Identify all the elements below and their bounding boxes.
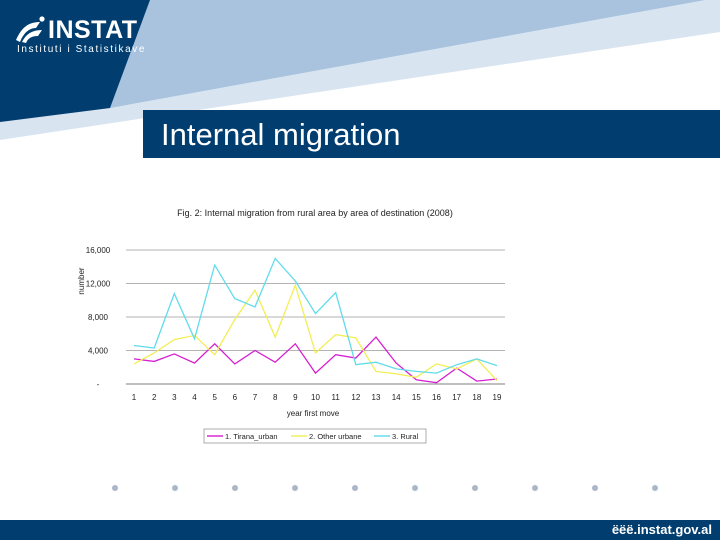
x-tick-label: 5 — [212, 393, 217, 402]
legend-label: 1. Tirana_urban — [225, 432, 278, 441]
series-line-1 — [133, 336, 498, 384]
x-tick-label: 11 — [332, 393, 341, 402]
chart-legend: 1. Tirana_urban 2. Other urbane 3. Rural — [203, 428, 427, 444]
x-tick-label: 17 — [452, 393, 461, 402]
instat-logo: INSTAT Instituti i Statistikave — [14, 16, 144, 58]
chart-title: Fig. 2: Internal migration from rural ar… — [177, 208, 453, 218]
x-tick-label: 10 — [311, 393, 320, 402]
y-tick-label: 8,000 — [88, 313, 109, 322]
x-tick-label: 16 — [432, 393, 441, 402]
decor-dot — [352, 485, 358, 491]
x-tick-label: 1 — [132, 393, 137, 402]
x-tick-label: 19 — [493, 393, 502, 402]
x-tick-label: 12 — [351, 393, 360, 402]
decor-dot — [592, 485, 598, 491]
decor-dot — [472, 485, 478, 491]
y-tick-label: 16,000 — [86, 246, 111, 255]
decor-dot — [652, 485, 658, 491]
y-tick-label: - — [97, 380, 100, 389]
logo-swirl-icon — [16, 16, 45, 43]
logo-subtitle: Instituti i Statistikave — [17, 44, 146, 55]
grid-lines — [126, 249, 505, 385]
x-tick-label: 2 — [152, 393, 157, 402]
x-tick-label: 15 — [412, 393, 421, 402]
x-tick-labels: 1 2 3 4 5 6 7 8 9 10 11 12 13 14 15 16 17 18 19 — [132, 393, 502, 402]
decor-dot — [172, 485, 178, 491]
series-line-3 — [133, 257, 498, 374]
logo-wordmark: INSTAT — [48, 16, 138, 44]
series-lines — [133, 257, 498, 384]
y-tick-label: 12,000 — [86, 280, 111, 289]
x-axis-label: year first move — [287, 409, 340, 418]
decor-dot — [292, 485, 298, 491]
x-tick-label: 18 — [472, 393, 481, 402]
x-tick-label: 13 — [372, 393, 381, 402]
decor-dot — [532, 485, 538, 491]
x-tick-label: 7 — [253, 393, 258, 402]
series-line-2 — [133, 283, 498, 382]
x-tick-label: 6 — [233, 393, 238, 402]
x-tick-label: 14 — [392, 393, 401, 402]
decor-dot — [232, 485, 238, 491]
slide-title-bar: Internal migration — [143, 110, 720, 158]
x-tick-label: 8 — [273, 393, 278, 402]
y-tick-labels: - 4,000 8,000 12,000 16,000 — [86, 246, 111, 389]
y-tick-label: 4,000 — [88, 347, 109, 356]
slide-title: Internal migration — [161, 117, 401, 152]
x-tick-label: 4 — [192, 393, 197, 402]
y-axis-label: number — [77, 267, 86, 294]
x-tick-label: 3 — [172, 393, 177, 402]
legend-label: 3. Rural — [392, 432, 419, 441]
footer-bar: ëëë.instat.gov.al — [0, 520, 720, 540]
legend-label: 2. Other urbane — [309, 432, 362, 441]
footer-url: ëëë.instat.gov.al — [611, 522, 712, 537]
legend-box — [203, 428, 427, 444]
x-tick-label: 9 — [293, 393, 298, 402]
decor-dot — [412, 485, 418, 491]
decor-dot — [112, 485, 118, 491]
